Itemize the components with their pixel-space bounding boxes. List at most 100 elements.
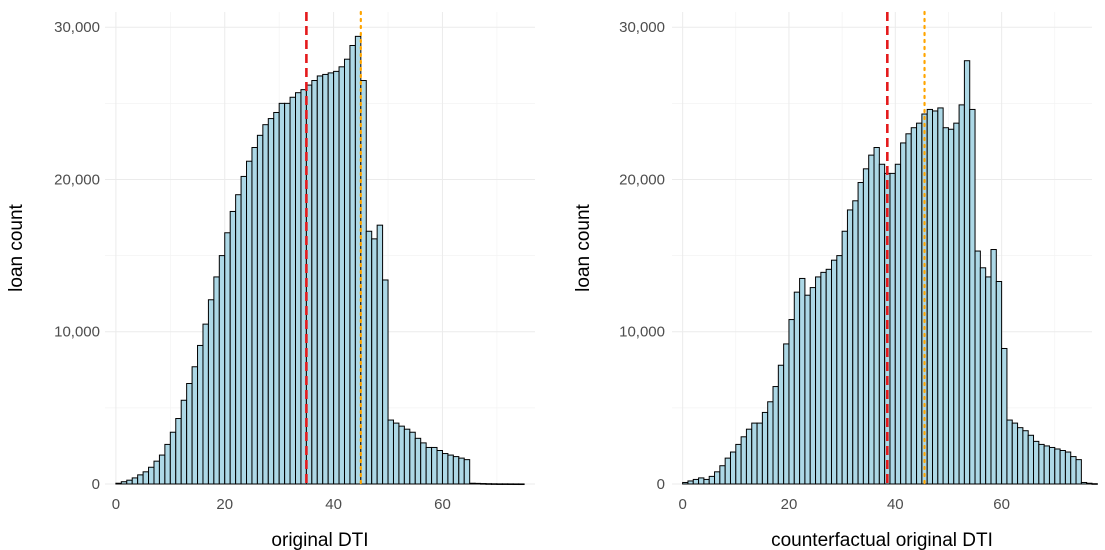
histogram-bar xyxy=(735,443,742,485)
histogram-bar xyxy=(772,386,779,485)
histogram-bar xyxy=(137,474,144,485)
histogram-bar xyxy=(229,210,237,485)
histogram-bar xyxy=(953,122,960,485)
histogram-bar xyxy=(1006,419,1013,485)
histogram-bar xyxy=(692,478,700,485)
histogram-bar xyxy=(1027,434,1035,485)
histogram-bar xyxy=(873,147,880,485)
histogram-bar xyxy=(857,182,864,485)
y-tick-label: 0 xyxy=(92,476,100,493)
histogram-bar xyxy=(148,466,155,485)
histogram-bar xyxy=(788,319,795,485)
histogram-bar xyxy=(409,431,416,485)
histogram-bar xyxy=(1038,443,1045,485)
histogram-bar xyxy=(278,102,286,485)
histogram-bar xyxy=(1075,459,1082,485)
histogram-bar xyxy=(942,127,949,485)
histogram-bar xyxy=(142,471,150,485)
histogram-bar xyxy=(708,475,716,485)
histogram-bar xyxy=(836,255,843,485)
histogram-bar xyxy=(1011,422,1019,485)
x-tick-label: 0 xyxy=(112,496,120,513)
histogram-bar xyxy=(1048,446,1056,485)
histogram-bar xyxy=(191,366,199,485)
histogram-bar xyxy=(979,267,987,485)
histogram-bar xyxy=(1033,440,1040,485)
histogram-bar xyxy=(267,118,275,485)
histogram-bar xyxy=(398,425,405,485)
histogram-bar xyxy=(322,73,329,485)
histogram-bar xyxy=(262,124,269,485)
histogram-bar xyxy=(392,422,400,485)
histogram-bar xyxy=(1017,427,1024,485)
y-tick-label: 20,000 xyxy=(54,171,100,188)
histogram-bar xyxy=(932,110,939,485)
histogram-bar xyxy=(1080,481,1088,485)
x-tick-label: 60 xyxy=(434,496,451,513)
histogram-bar xyxy=(463,459,471,485)
histogram-bar xyxy=(783,343,790,485)
histogram-bar xyxy=(830,259,838,485)
histogram-bar xyxy=(175,418,182,485)
y-tick-label: 30,000 xyxy=(54,19,100,36)
histogram-bar xyxy=(958,104,965,485)
histogram-bar xyxy=(284,102,291,485)
x-axis-title: counterfactual original DTI xyxy=(771,530,993,550)
histogram-bar xyxy=(131,477,139,485)
histogram-bar xyxy=(1091,483,1098,485)
histogram-bar xyxy=(164,443,171,485)
histogram-bar xyxy=(969,108,976,485)
histogram-bar xyxy=(360,80,367,485)
histogram-bar xyxy=(273,111,280,485)
histogram-bar xyxy=(387,419,394,485)
histogram-bar xyxy=(202,323,209,485)
histogram-bar xyxy=(1043,445,1050,485)
histogram-bar xyxy=(338,66,345,485)
histogram-bar xyxy=(480,483,487,485)
histogram-bar xyxy=(777,364,785,485)
histogram-bar xyxy=(431,446,438,485)
histogram-bar xyxy=(474,482,482,485)
histogram-bar xyxy=(376,224,384,485)
histogram-bar xyxy=(447,454,454,485)
histogram-bar xyxy=(441,453,449,485)
histogram-bar xyxy=(846,209,854,485)
histogram-bar xyxy=(905,133,912,485)
histogram-bar xyxy=(311,80,318,485)
histogram-bar xyxy=(799,277,806,485)
histogram-bar xyxy=(420,442,427,485)
y-tick-label: 0 xyxy=(657,476,665,493)
histogram-bar xyxy=(120,481,128,485)
histogram-bar xyxy=(714,471,721,485)
histogram-bar xyxy=(719,465,726,485)
histogram-bar xyxy=(729,451,737,485)
histogram-bar xyxy=(496,483,503,485)
histogram-bar xyxy=(333,70,340,485)
histogram-bar xyxy=(207,299,215,485)
histogram-bar xyxy=(878,163,886,485)
histogram-bar xyxy=(974,250,981,485)
histogram-bar xyxy=(1059,450,1066,485)
histogram-bar xyxy=(436,450,443,485)
y-tick-label: 20,000 xyxy=(619,171,665,188)
histogram-bar xyxy=(501,483,509,485)
histogram-bar xyxy=(767,401,774,485)
histogram-bar xyxy=(158,454,166,485)
histogram-bar xyxy=(316,75,324,485)
histogram-bar xyxy=(327,72,335,485)
histogram-bar xyxy=(894,163,902,485)
histogram-bar xyxy=(825,268,832,485)
histogram-bar xyxy=(852,200,859,485)
histogram-bar xyxy=(365,230,373,485)
x-tick-label: 40 xyxy=(887,496,904,513)
histogram-bar xyxy=(218,255,226,485)
histogram-bar xyxy=(425,446,433,485)
histogram-bar xyxy=(703,478,710,485)
histogram-bar xyxy=(452,456,460,485)
histogram-bar xyxy=(180,399,188,485)
histogram-bar xyxy=(793,291,801,485)
histogram-bar xyxy=(937,107,944,485)
histogram-bar xyxy=(507,483,514,485)
histogram-bar xyxy=(868,154,875,485)
y-axis-title: loan count xyxy=(573,203,594,291)
